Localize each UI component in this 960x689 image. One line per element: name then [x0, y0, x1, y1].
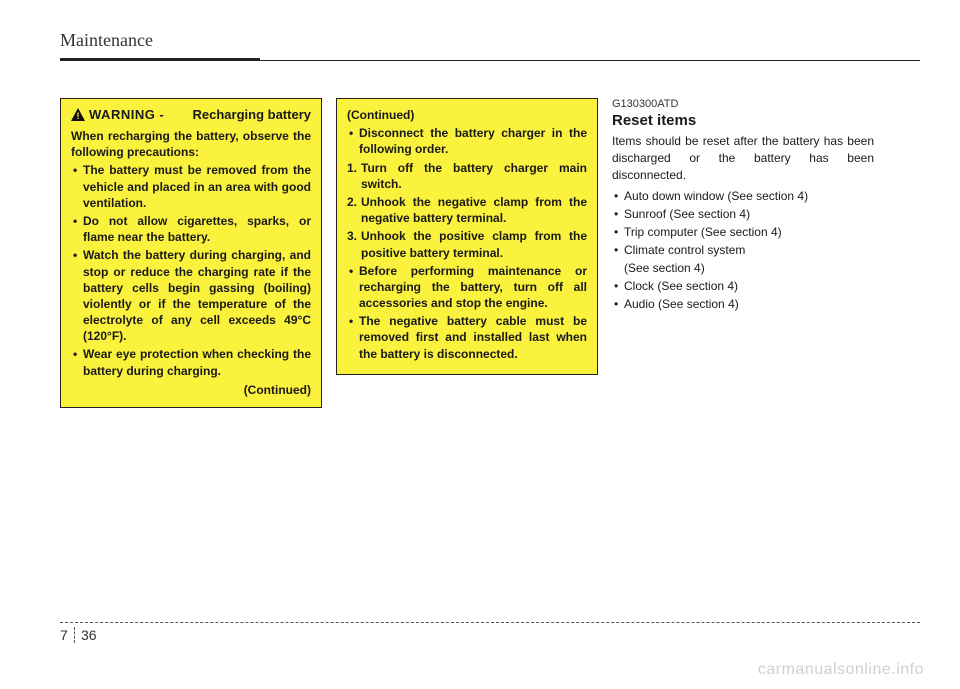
continued-box: (Continued) Disconnect the battery charg… — [336, 98, 598, 375]
list-item: Do not allow cigarettes, sparks, or flam… — [71, 213, 311, 245]
page-number: 36 — [74, 627, 97, 643]
list-item: 1.Turn off the battery charger main swit… — [347, 160, 587, 192]
header-title: Maintenance — [60, 30, 153, 50]
step-text: Turn off the battery charger main switch… — [361, 161, 587, 191]
warning-heading: ! WARNING - Recharging battery — [71, 107, 311, 124]
list-item: Wear eye protection when checking the ba… — [71, 346, 311, 378]
list-item: The negative battery cable must be remov… — [347, 313, 587, 362]
column-2: (Continued) Disconnect the battery charg… — [336, 98, 598, 408]
list-item: Trip computer (See section 4) — [612, 223, 874, 241]
step-text: Unhook the negative clamp from the negat… — [361, 195, 587, 225]
list-item: Climate control system (See section 4) — [612, 241, 874, 277]
continued-top-bullets: Disconnect the battery charger in the fo… — [347, 125, 587, 157]
reset-items-list: Auto down window (See section 4) Sunroof… — [612, 187, 874, 313]
list-item: Audio (See section 4) — [612, 295, 874, 313]
continued-label: (Continued) — [71, 383, 311, 397]
chapter-number: 7 — [60, 627, 68, 643]
watermark: carmanualsonline.info — [758, 661, 924, 679]
reset-title: Reset items — [612, 112, 874, 129]
continued-bottom-bullets: Before performing maintenance or recharg… — [347, 263, 587, 362]
column-1: ! WARNING - Recharging battery When rech… — [60, 98, 322, 408]
list-item: Disconnect the battery charger in the fo… — [347, 125, 587, 157]
page-footer: 7 36 — [60, 622, 920, 645]
warning-dash: - — [159, 107, 163, 122]
section-code: G130300ATD — [612, 98, 874, 110]
item-text: Climate control system — [624, 243, 745, 257]
list-item: Before performing maintenance or recharg… — [347, 263, 587, 312]
continued-steps: 1.Turn off the battery charger main swit… — [347, 160, 587, 261]
svg-text:!: ! — [77, 111, 80, 121]
list-item: The battery must be removed from the veh… — [71, 162, 311, 211]
warning-box: ! WARNING - Recharging battery When rech… — [60, 98, 322, 408]
reset-intro: Items should be reset after the battery … — [612, 133, 874, 183]
list-item: 2.Unhook the negative clamp from the neg… — [347, 194, 587, 226]
page-header: Maintenance — [60, 30, 920, 60]
list-item: Watch the battery during charging, and s… — [71, 247, 311, 344]
manual-page: Maintenance ! WARNING - Recharging — [0, 0, 960, 689]
warning-subtitle: Recharging battery — [168, 107, 311, 122]
content-columns: ! WARNING - Recharging battery When rech… — [60, 98, 920, 408]
list-item: 3.Unhook the positive clamp from the pos… — [347, 228, 587, 260]
warning-icon: ! — [71, 108, 85, 124]
warning-label: WARNING — [89, 107, 155, 122]
item-text: (See section 4) — [624, 261, 705, 275]
step-text: Unhook the positive clamp from the posit… — [361, 229, 587, 259]
continued-heading: (Continued) — [347, 107, 587, 123]
list-item: Auto down window (See section 4) — [612, 187, 874, 205]
column-3: G130300ATD Reset items Items should be r… — [612, 98, 874, 408]
list-item: Clock (See section 4) — [612, 277, 874, 295]
header-rule — [60, 58, 920, 61]
list-item: Sunroof (See section 4) — [612, 205, 874, 223]
warning-intro: When recharging the battery, observe the… — [71, 128, 311, 160]
warning-bullets: The battery must be removed from the veh… — [71, 162, 311, 378]
